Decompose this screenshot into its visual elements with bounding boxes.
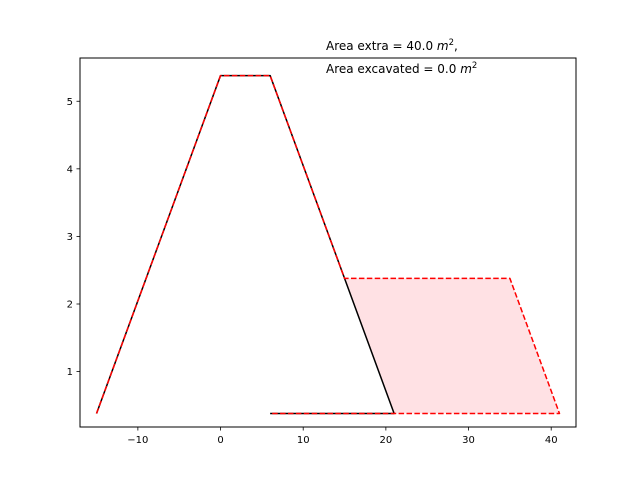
x-tick-label: −10: [127, 435, 148, 446]
x-tick-label: 20: [379, 435, 392, 446]
y-tick-label: 4: [67, 164, 73, 175]
y-tick-label: 5: [67, 97, 73, 108]
plot-layer: [95, 74, 561, 415]
extra-area-fill: [344, 278, 560, 414]
dashed-profile-line: [95, 74, 561, 415]
x-tick-label: 10: [297, 435, 310, 446]
annotation-text: Area excavated = 0.0 m2: [326, 61, 477, 76]
x-tick-label: 30: [462, 435, 475, 446]
y-tick-label: 2: [67, 300, 73, 311]
x-tick-label: 0: [217, 435, 223, 446]
tick-layer: −10 0 10 20 30 40 1 2 3 4 5: [67, 97, 558, 446]
x-tick-label: 40: [545, 435, 558, 446]
annotation-layer: Area extra = 40.0 m2, Area excavated = 0.…: [326, 38, 477, 76]
y-tick-label: 3: [67, 232, 73, 243]
y-tick-label: 1: [67, 367, 73, 378]
annotation-text: Area extra = 40.0 m2,: [326, 38, 458, 53]
axes-frame: [79, 57, 577, 428]
